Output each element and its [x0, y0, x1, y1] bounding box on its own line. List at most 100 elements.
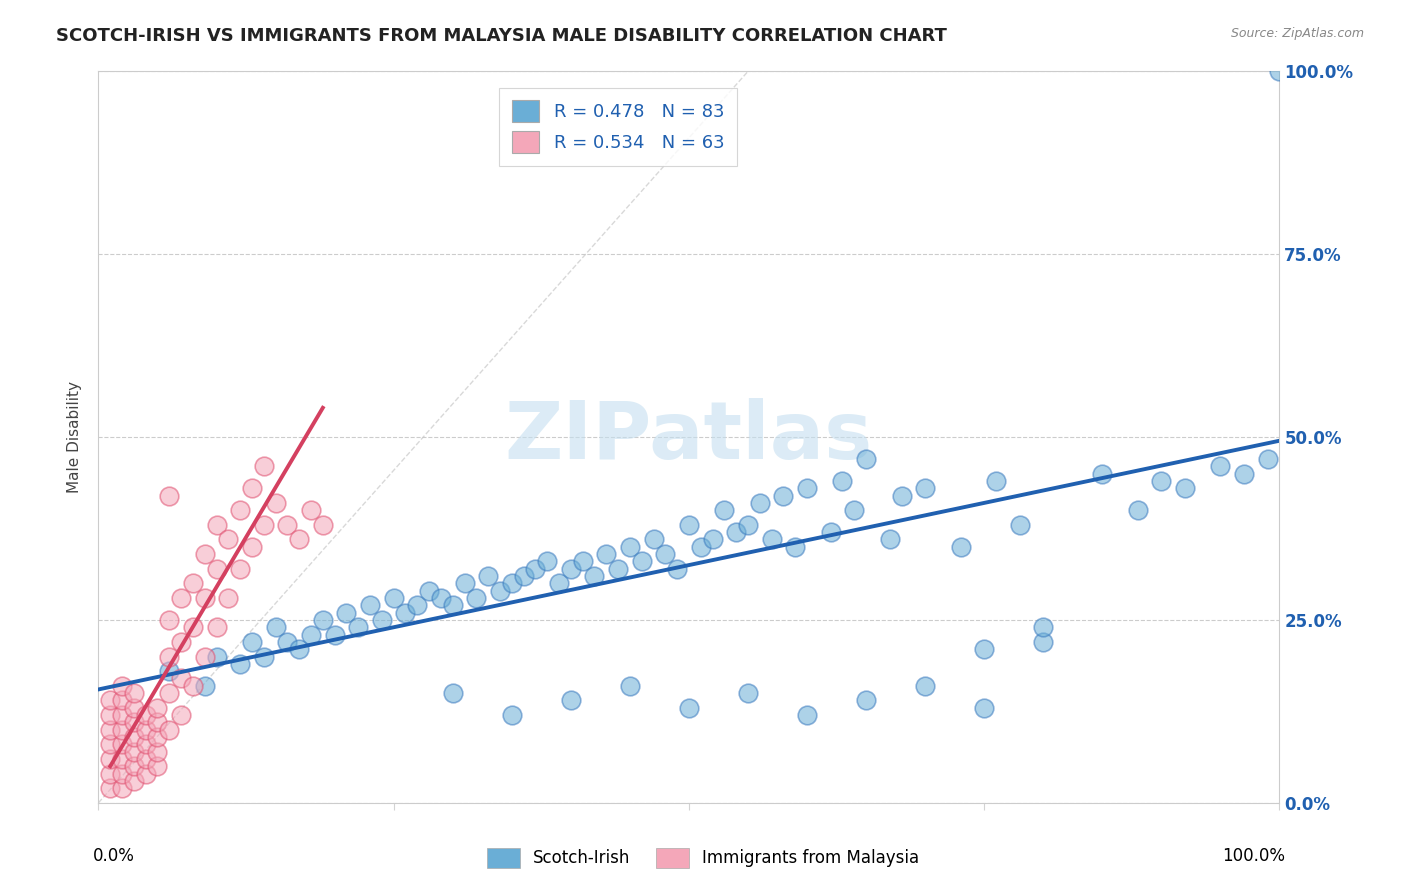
Point [831, 474, 853, 488]
Point [607, 562, 630, 576]
Point [240, 540, 263, 554]
Point [595, 547, 617, 561]
Point [1091, 467, 1114, 481]
Point [170, 672, 193, 686]
Point [524, 562, 547, 576]
Point [194, 591, 217, 605]
Point [122, 759, 145, 773]
Point [796, 708, 818, 723]
Point [111, 723, 134, 737]
Point [654, 547, 676, 561]
Point [1257, 452, 1279, 467]
Point [890, 489, 912, 503]
Point [170, 635, 193, 649]
Point [1032, 635, 1054, 649]
Point [146, 759, 169, 773]
Point [630, 554, 652, 568]
Point [98, 723, 121, 737]
Point [855, 452, 877, 467]
Point [146, 715, 169, 730]
Text: 0.0%: 0.0% [93, 847, 135, 864]
Point [181, 679, 204, 693]
Point [157, 613, 180, 627]
Point [418, 583, 440, 598]
Point [205, 562, 228, 576]
Point [619, 679, 641, 693]
Point [477, 569, 499, 583]
Legend: R = 0.478   N = 83, R = 0.534   N = 63: R = 0.478 N = 83, R = 0.534 N = 63 [499, 87, 737, 166]
Point [678, 517, 700, 532]
Point [536, 554, 558, 568]
Point [146, 745, 169, 759]
Point [441, 599, 464, 613]
Point [973, 700, 995, 714]
Point [276, 635, 298, 649]
Point [772, 489, 794, 503]
Point [111, 766, 134, 780]
Point [748, 496, 770, 510]
Point [181, 620, 204, 634]
Point [299, 503, 322, 517]
Point [264, 496, 287, 510]
Point [406, 599, 429, 613]
Point [122, 730, 145, 744]
Point [844, 503, 866, 517]
Point [725, 525, 748, 540]
Point [548, 576, 571, 591]
Point [973, 642, 995, 657]
Point [312, 613, 335, 627]
Point [98, 737, 121, 751]
Point [796, 481, 818, 495]
Point [240, 635, 263, 649]
Point [713, 503, 735, 517]
Point [253, 459, 276, 474]
Point [146, 730, 169, 744]
Point [111, 752, 134, 766]
Point [276, 517, 298, 532]
Point [111, 708, 134, 723]
Point [122, 686, 145, 700]
Point [689, 540, 711, 554]
Point [157, 686, 180, 700]
Point [359, 599, 381, 613]
Text: 100.0%: 100.0% [1222, 847, 1285, 864]
Y-axis label: Male Disability: Male Disability [67, 381, 83, 493]
Point [157, 664, 180, 678]
Point [229, 503, 252, 517]
Point [157, 489, 180, 503]
Point [501, 576, 523, 591]
Point [643, 533, 665, 547]
Point [194, 649, 217, 664]
Point [1126, 503, 1149, 517]
Point [170, 708, 193, 723]
Point [785, 540, 807, 554]
Point [560, 693, 582, 707]
Point [135, 723, 157, 737]
Point [98, 766, 121, 780]
Point [949, 540, 972, 554]
Point [382, 591, 405, 605]
Point [98, 693, 121, 707]
Point [194, 679, 217, 693]
Point [205, 517, 228, 532]
Point [512, 569, 534, 583]
Point [914, 481, 936, 495]
Point [253, 517, 276, 532]
Point [181, 576, 204, 591]
Point [299, 627, 322, 641]
Point [229, 657, 252, 671]
Point [702, 533, 724, 547]
Point [441, 686, 464, 700]
Point [371, 613, 394, 627]
Point [122, 745, 145, 759]
Point [205, 649, 228, 664]
Point [135, 752, 157, 766]
Point [288, 533, 311, 547]
Point [1268, 64, 1291, 78]
Point [122, 700, 145, 714]
Point [288, 642, 311, 657]
Point [619, 540, 641, 554]
Point [323, 627, 346, 641]
Point [1008, 517, 1031, 532]
Point [453, 576, 475, 591]
